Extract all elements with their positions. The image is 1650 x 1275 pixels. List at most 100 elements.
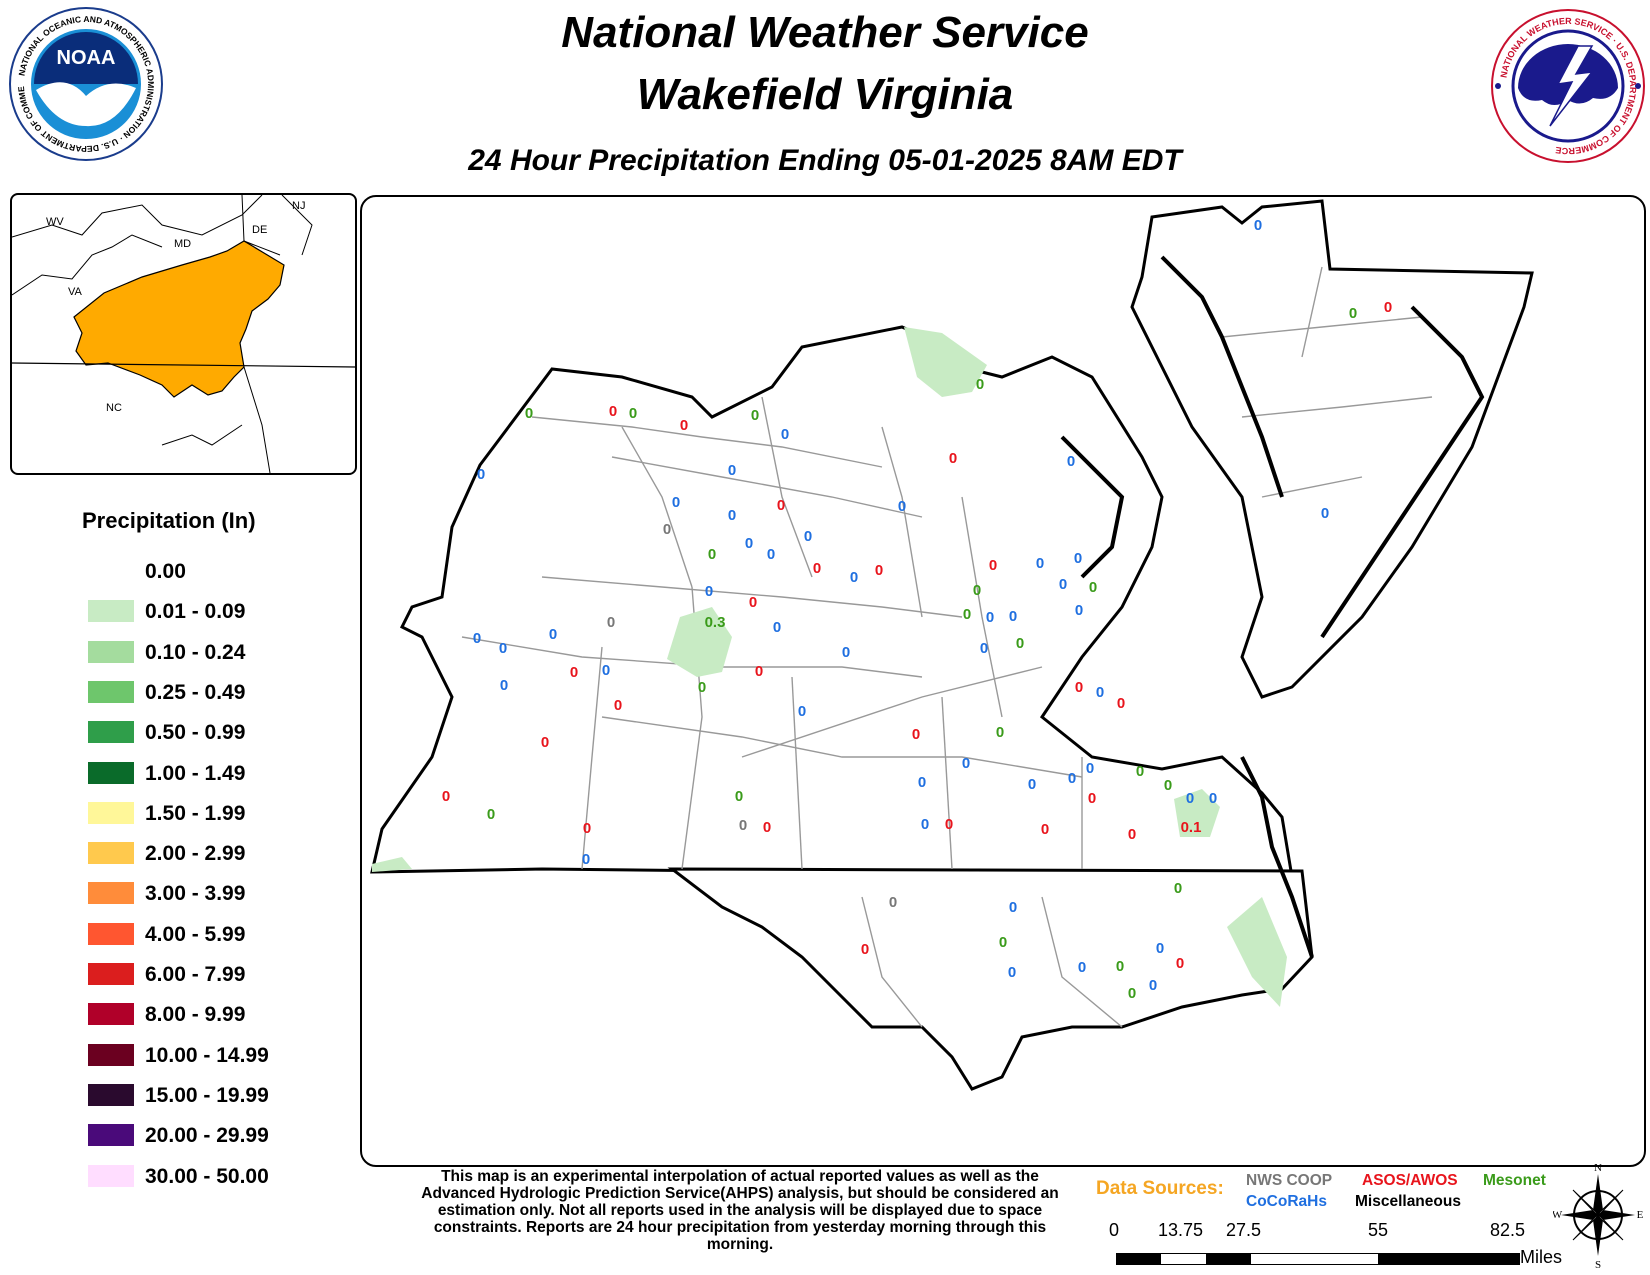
report-value: 0 [1009,899,1017,916]
report-value: 0 [663,521,671,538]
report-value: 0 [672,494,680,511]
scale-tick-1: 13.75 [1158,1220,1204,1240]
report-value: 0 [1028,776,1036,793]
report-value: 0 [708,546,716,563]
report-value: 0 [963,606,971,623]
report-value: 0 [582,851,590,868]
report-value: 0 [962,755,970,772]
report-value: 0 [500,677,508,694]
report-value: 0 [1209,790,1217,807]
report-value: 0 [898,498,906,515]
legend-label: 2.00 - 2.99 [145,842,246,866]
report-value: 0 [986,609,994,626]
legend-label: 15.00 - 19.99 [145,1083,269,1107]
legend-label: 3.00 - 3.99 [145,882,246,906]
report-value: 0 [1128,826,1136,843]
scale-unit: Miles [1520,1247,1563,1267]
report-value: 0 [1068,770,1076,787]
legend-swatch [88,600,134,623]
source-miscellaneous: Miscellaneous [1355,1193,1461,1210]
report-value: 0 [1008,964,1016,981]
legend-swatch [88,721,134,744]
legend-swatch [88,963,134,985]
svg-text:NOAA: NOAA [57,47,116,69]
report-value: 0 [487,806,495,823]
report-value: 0 [850,569,858,586]
report-value: 0 [763,819,771,836]
legend-swatch [88,922,134,945]
precip-area-outer-banks [1227,897,1287,1007]
report-value: 0 [705,583,713,600]
report-value: 0 [1009,608,1017,625]
report-value: 0 [609,403,617,420]
report-value: 0 [1349,305,1357,322]
legend-swatch [88,680,134,703]
map-disclaimer: This map is an experimental interpolatio… [421,1168,1059,1253]
report-value: 0 [1116,958,1124,975]
precip-map: 0 0 0 0 0 0 0 0 0 0 0 0 0 0 0 0 0 0 0 0 0 0 0 0 0 0 0 0 0 0 0 0 0 0 0 0 0.3 0… [360,195,1646,1167]
report-value: 0 [1117,695,1125,712]
report-value: 0 [999,934,1007,951]
compass-s: S [1595,1259,1601,1270]
report-value: 0 [912,726,920,743]
report-value: 0 [918,774,926,791]
legend-label: 8.00 - 9.99 [145,1003,246,1027]
report-value: 0 [1088,790,1096,807]
report-value: 0 [549,626,557,643]
legend-swatch [88,1043,134,1066]
report-value: 0 [889,894,897,911]
report-value: 0 [945,816,953,833]
report-value: 0 [976,376,984,393]
legend-label: 1.50 - 1.99 [145,801,246,825]
report-value: 0 [477,466,485,483]
legend-label: 0.25 - 0.49 [145,680,246,704]
report-value: 0 [1086,760,1094,777]
report-value: 0 [728,507,736,524]
legend-label: 1.00 - 1.49 [145,761,246,785]
report-value: 0 [1321,505,1329,522]
report-value: 0 [1016,635,1024,652]
report-value: 0 [1176,955,1184,972]
legend-swatch [88,560,134,582]
legend-label: 0.00 [145,560,186,583]
precip-area-piedmont [667,607,732,677]
legend-swatch [88,842,134,865]
compass-n: N [1594,1162,1602,1174]
scale-tick-3: 55 [1368,1220,1389,1240]
data-sources-label: Data Sources: [1096,1178,1224,1199]
legend-label: 0.01 - 0.09 [145,600,246,624]
report-value: 0 [798,703,806,720]
inset-label-md: MD [174,238,191,250]
report-value: 0 [614,697,622,714]
report-value: 0 [921,816,929,833]
report-value: 0.1 [1181,819,1202,836]
source-nws-coop: NWS COOP [1246,1172,1333,1189]
report-value: 0 [541,734,549,751]
report-value: 0 [1149,977,1157,994]
scale-tick-2: 27.5 [1226,1220,1262,1240]
report-value: 0 [755,663,763,680]
report-value: 0 [1059,576,1067,593]
report-value: 0 [1128,985,1136,1002]
report-value: 0 [1075,602,1083,619]
report-value: 0 [499,640,507,657]
report-value: 0 [989,557,997,574]
report-value: 0 [804,528,812,545]
scale-bar [1116,1253,1520,1265]
region-outline-nc [667,867,1314,1091]
report-value: 0 [1036,555,1044,572]
report-value: 0 [629,405,637,422]
report-value: 0 [1096,684,1104,701]
source-cocorahs: CoCoRaHs [1246,1193,1327,1210]
scale-tick-0: 0 [1109,1220,1120,1240]
report-value: 0 [751,407,759,424]
title-line-1: National Weather Service [561,8,1089,57]
report-value: 0 [1164,777,1172,794]
precip-area-southwest [372,857,412,872]
inset-label-wv: WV [46,216,64,228]
report-value: 0 [1078,959,1086,976]
report-value: 0 [1041,821,1049,838]
inset-label-nc: NC [106,402,122,414]
report-value: 0 [473,630,481,647]
report-value: 0 [996,724,1004,741]
